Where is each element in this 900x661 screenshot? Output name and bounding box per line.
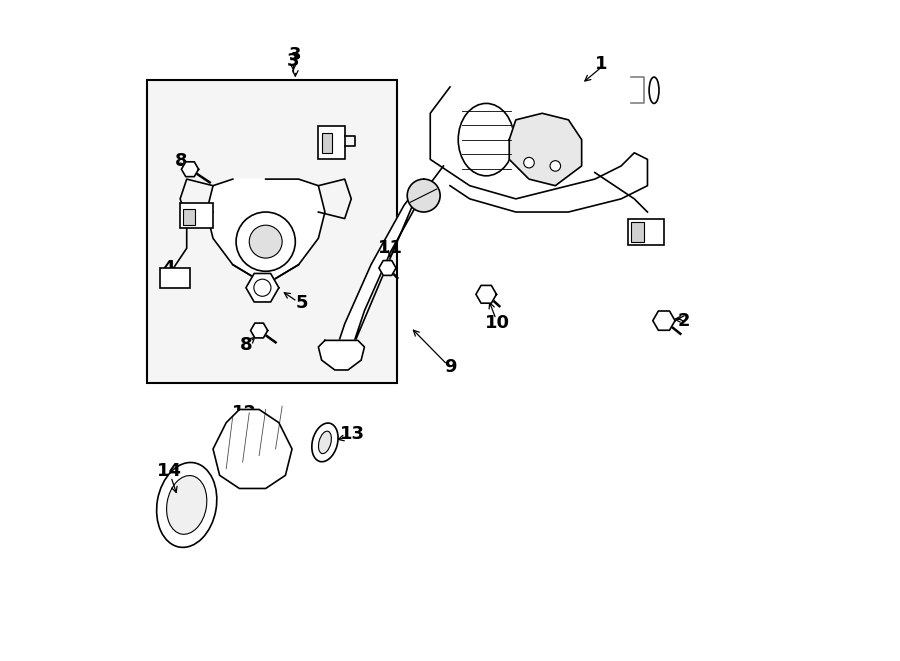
Polygon shape: [331, 166, 444, 364]
Text: 1: 1: [595, 55, 608, 73]
Polygon shape: [379, 260, 396, 276]
Ellipse shape: [166, 475, 207, 534]
Text: 3: 3: [287, 52, 300, 69]
Ellipse shape: [458, 103, 514, 176]
Text: 11: 11: [378, 239, 403, 257]
Polygon shape: [430, 87, 647, 212]
Polygon shape: [509, 113, 581, 186]
Text: 5: 5: [295, 294, 308, 312]
Polygon shape: [182, 162, 199, 176]
Text: 4: 4: [162, 259, 175, 277]
Ellipse shape: [649, 77, 659, 103]
Polygon shape: [250, 323, 267, 338]
Text: 12: 12: [232, 404, 257, 422]
Text: 6: 6: [322, 126, 335, 144]
Text: 3: 3: [289, 46, 302, 64]
Bar: [319, 126, 345, 159]
Polygon shape: [213, 409, 292, 488]
Circle shape: [254, 279, 271, 296]
Bar: [631, 222, 644, 242]
Polygon shape: [246, 274, 279, 302]
Polygon shape: [319, 340, 364, 370]
Polygon shape: [476, 286, 497, 303]
Ellipse shape: [157, 463, 217, 547]
Circle shape: [524, 157, 535, 168]
Bar: [627, 219, 664, 245]
Bar: [321, 133, 331, 153]
Ellipse shape: [311, 423, 338, 462]
Text: 7: 7: [185, 211, 198, 229]
Bar: [184, 209, 195, 225]
Text: 8: 8: [176, 151, 188, 170]
Bar: [148, 81, 397, 383]
Text: 9: 9: [444, 358, 456, 375]
Circle shape: [407, 179, 440, 212]
Bar: [160, 268, 190, 288]
Text: 14: 14: [157, 462, 182, 481]
Ellipse shape: [319, 431, 331, 453]
Text: 10: 10: [485, 313, 510, 332]
Circle shape: [550, 161, 561, 171]
Polygon shape: [652, 311, 675, 330]
Circle shape: [249, 225, 283, 258]
Text: 8: 8: [239, 336, 252, 354]
Text: 13: 13: [340, 426, 365, 444]
Bar: [180, 204, 213, 229]
Polygon shape: [206, 179, 325, 284]
Circle shape: [236, 212, 295, 271]
Text: 2: 2: [678, 311, 690, 330]
